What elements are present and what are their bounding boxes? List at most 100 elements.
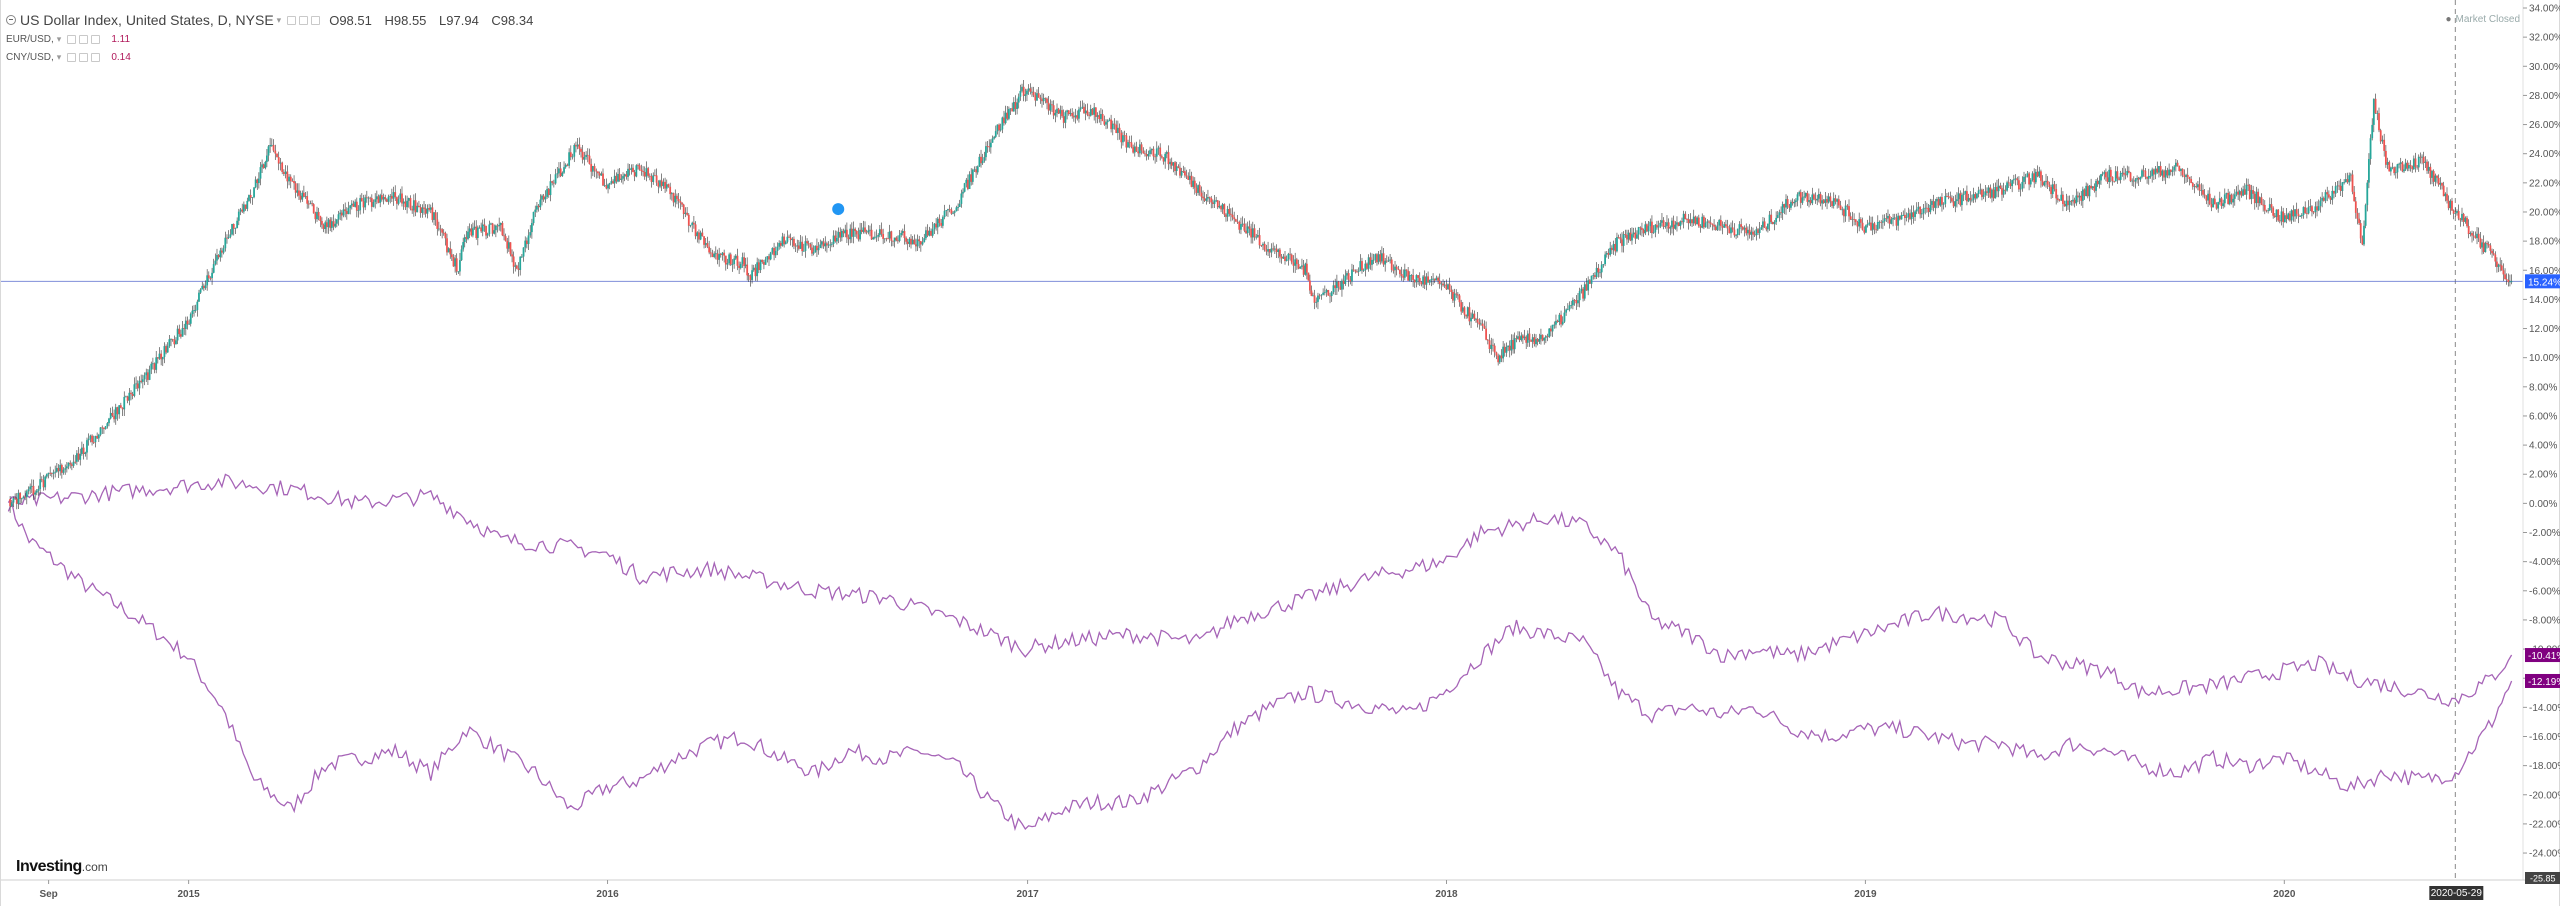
compare-legend-cnyusd[interactable]: CNY/USD, ▾ 0.14 xyxy=(6,48,542,66)
candle-body xyxy=(617,173,619,182)
candle xyxy=(181,321,184,337)
candle xyxy=(2245,178,2248,200)
candle-body xyxy=(1858,219,1861,227)
candle-body xyxy=(2197,184,2199,188)
candle xyxy=(714,246,717,260)
candle xyxy=(1600,261,1603,279)
candle xyxy=(2222,199,2225,209)
candle-body xyxy=(829,244,832,246)
candle-body xyxy=(1582,288,1584,299)
candle-body xyxy=(2417,156,2420,168)
candle xyxy=(2156,161,2159,174)
candle-body xyxy=(2366,182,2369,206)
candle xyxy=(244,204,247,211)
candle-body xyxy=(809,244,812,248)
candle xyxy=(1295,257,1298,270)
candle xyxy=(2294,209,2296,222)
candle xyxy=(35,489,38,496)
candle xyxy=(166,342,169,353)
candle xyxy=(216,248,218,265)
candle-body xyxy=(27,489,30,492)
candle-body xyxy=(1017,96,1020,103)
y-tick-label: 12.00% xyxy=(2529,324,2560,335)
candle-body xyxy=(826,243,828,246)
candle xyxy=(552,179,555,188)
candle xyxy=(1042,93,1045,105)
candle-body xyxy=(2354,201,2357,213)
candle xyxy=(872,236,875,240)
main-series-legend[interactable]: US Dollar Index, United States, D, NYSE … xyxy=(6,10,542,30)
main-series-title[interactable]: US Dollar Index, United States, D, NYSE xyxy=(20,12,274,28)
candle xyxy=(1762,217,1764,231)
candle xyxy=(237,208,240,226)
candle xyxy=(2119,170,2122,184)
candle xyxy=(2421,154,2423,165)
candle xyxy=(595,168,598,179)
candle xyxy=(935,218,938,231)
visibility-icon[interactable] xyxy=(67,34,77,44)
candle xyxy=(541,194,543,206)
candle xyxy=(19,492,22,505)
more-icon[interactable] xyxy=(311,15,321,25)
candle-body xyxy=(836,237,838,242)
candle xyxy=(161,356,164,367)
candle-body xyxy=(913,239,916,245)
candle xyxy=(1059,105,1062,120)
candle-body xyxy=(1725,224,1727,227)
candle xyxy=(2178,165,2181,172)
candle xyxy=(2334,182,2337,198)
visibility-icon[interactable] xyxy=(67,52,77,62)
candle xyxy=(1241,216,1244,227)
candle xyxy=(1959,190,1962,207)
candle xyxy=(2321,192,2324,208)
candle-body xyxy=(1588,280,1591,284)
settings-icon[interactable] xyxy=(79,52,89,62)
candle-body xyxy=(1505,347,1508,353)
chevron-down-icon[interactable]: ▾ xyxy=(56,51,62,62)
chevron-down-icon[interactable]: ▾ xyxy=(56,33,62,44)
candle-body xyxy=(819,244,822,248)
candle xyxy=(1226,205,1229,222)
candle xyxy=(50,472,53,478)
candle-body xyxy=(2077,195,2079,198)
settings-icon[interactable] xyxy=(299,15,309,25)
candle xyxy=(1367,254,1370,272)
candle-body xyxy=(1123,135,1126,137)
candle-body xyxy=(728,254,731,264)
candle xyxy=(2396,163,2399,179)
collapse-legend-icon[interactable] xyxy=(6,15,16,25)
compare-symbol-label[interactable]: CNY/USD, xyxy=(6,51,54,63)
candle-body xyxy=(973,169,976,171)
candle-body xyxy=(1218,205,1221,208)
compare-legend-eurusd[interactable]: EUR/USD, ▾ 1.11 xyxy=(6,30,542,48)
candle-body xyxy=(1270,248,1273,253)
candle-body xyxy=(130,392,132,395)
candle-body xyxy=(989,142,992,148)
candle-body xyxy=(1042,97,1045,102)
candle-body xyxy=(2248,185,2251,200)
candle xyxy=(1417,275,1419,285)
candle-body xyxy=(598,173,601,176)
candle xyxy=(2416,165,2419,170)
close-icon[interactable] xyxy=(91,52,101,62)
candle-body xyxy=(806,241,808,244)
visibility-icon[interactable] xyxy=(287,15,297,25)
candle xyxy=(293,175,295,190)
candle xyxy=(2223,188,2226,208)
candle-body xyxy=(1677,222,1680,227)
candle xyxy=(1656,220,1658,230)
close-icon[interactable] xyxy=(91,34,101,44)
compare-symbol-label[interactable]: EUR/USD, xyxy=(6,33,54,45)
candle-body xyxy=(1024,94,1027,96)
candle-body xyxy=(1351,269,1353,282)
candle-body xyxy=(564,164,567,168)
candle-body xyxy=(2496,261,2498,268)
candle xyxy=(983,151,986,163)
candle xyxy=(143,372,146,386)
candle xyxy=(465,230,468,244)
candle-body xyxy=(1900,215,1903,220)
chevron-down-icon[interactable]: ▾ xyxy=(276,14,282,25)
settings-icon[interactable] xyxy=(79,34,89,44)
